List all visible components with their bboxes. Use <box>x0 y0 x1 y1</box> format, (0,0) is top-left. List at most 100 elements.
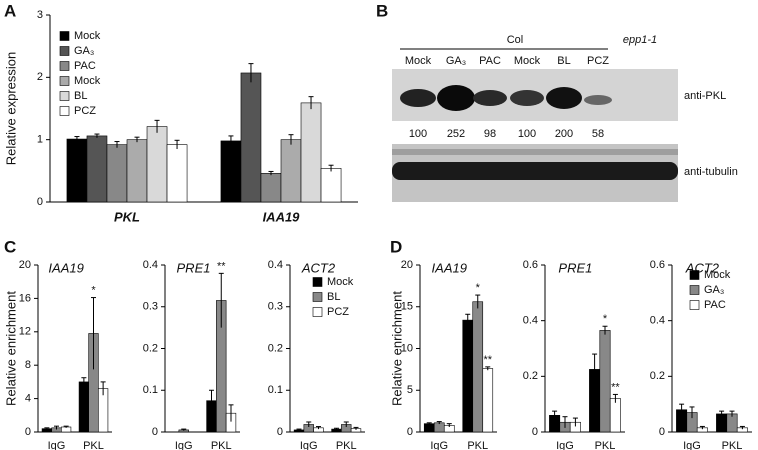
bar <box>423 423 435 433</box>
x-tick-label: PKL <box>595 440 616 450</box>
bar <box>482 368 494 433</box>
legend-swatch <box>59 106 70 116</box>
legend-swatch <box>312 307 323 317</box>
legend-label: GA₃ <box>704 284 724 296</box>
y-tick-label: 4 <box>25 393 31 405</box>
subplot-title: PRE1 <box>177 260 211 275</box>
x-tick-label: PKL <box>722 440 743 450</box>
y-axis-label: Relative enrichment <box>389 291 404 406</box>
x-tick-label: IgG <box>48 440 66 450</box>
significance: * <box>603 313 608 325</box>
bar <box>599 330 611 433</box>
legend-label: BL <box>74 90 87 102</box>
quantity: 252 <box>447 128 465 140</box>
panel-label: B <box>376 1 388 20</box>
lane-label: PAC <box>479 55 501 67</box>
y-tick-label: 1 <box>37 134 43 146</box>
y-tick-label: 0.6 <box>650 259 665 271</box>
bar <box>166 144 188 203</box>
y-tick-label: 0.3 <box>143 301 158 313</box>
lane-label: PCZ <box>587 55 609 67</box>
x-tick-label: PKL <box>336 440 357 450</box>
mutant-label: epp1-1 <box>623 34 657 46</box>
legend-swatch <box>312 292 323 302</box>
y-tick-label: 0.3 <box>268 301 283 313</box>
quantity: 100 <box>518 128 536 140</box>
bar <box>300 102 322 203</box>
bar <box>220 140 242 203</box>
y-tick-label: 0.2 <box>143 342 158 354</box>
legend-swatch <box>59 46 70 56</box>
y-tick-label: 0 <box>277 426 283 438</box>
legend-swatch <box>59 76 70 86</box>
x-tick-label: PKL <box>211 440 232 450</box>
y-axis-label: Relative enrichment <box>3 291 18 406</box>
lane-label: BL <box>557 55 570 67</box>
bar <box>280 139 302 203</box>
x-tick-label: PKL <box>467 440 488 450</box>
y-tick-label: 16 <box>19 292 31 304</box>
y-axis-label: Relative expression <box>3 52 18 165</box>
legend-swatch <box>59 61 70 71</box>
y-tick-label: 8 <box>25 359 31 371</box>
legend-swatch <box>689 270 700 280</box>
y-tick-label: 12 <box>19 326 31 338</box>
band <box>400 89 436 107</box>
x-tick-label: IgG <box>683 440 701 450</box>
y-tick-label: 10 <box>401 342 413 354</box>
y-tick-label: 0.1 <box>143 384 158 396</box>
significance: * <box>476 282 481 294</box>
x-tick-label: PKL <box>114 209 140 224</box>
bar <box>106 144 128 203</box>
y-tick-label: 0 <box>532 426 538 438</box>
legend-label: PCZ <box>327 306 349 318</box>
quantity: 200 <box>555 128 573 140</box>
significance: * <box>91 284 96 296</box>
legend-swatch <box>689 300 700 310</box>
band <box>584 95 612 105</box>
antibody-label: anti-tubulin <box>684 166 738 178</box>
quantity: 100 <box>409 128 427 140</box>
quantity: 58 <box>592 128 604 140</box>
significance: ** <box>483 354 492 366</box>
y-tick-label: 15 <box>401 301 413 313</box>
bar <box>240 72 262 203</box>
bar <box>433 422 445 433</box>
y-tick-label: 0 <box>25 426 31 438</box>
y-tick-label: 0.4 <box>650 315 665 327</box>
y-tick-label: 0 <box>37 196 43 208</box>
bar <box>462 319 474 433</box>
x-tick-label: PKL <box>83 440 104 450</box>
quantity: 98 <box>484 128 496 140</box>
y-tick-label: 5 <box>407 384 413 396</box>
band <box>392 149 678 155</box>
y-tick-label: 0.6 <box>523 259 538 271</box>
bar <box>609 398 621 433</box>
legend-label: Mock <box>704 269 731 281</box>
band <box>473 90 507 106</box>
subplot-title: IAA19 <box>432 260 467 275</box>
y-tick-label: 0.2 <box>523 370 538 382</box>
y-tick-label: 20 <box>401 259 413 271</box>
legend-label: Mock <box>74 75 101 87</box>
legend-label: Mock <box>74 30 101 42</box>
western-blot: Col epp1-1 Mock GA₃ PAC Mock BL PCZ anti… <box>392 34 738 202</box>
panel-label: D <box>390 237 402 256</box>
legend-label: PAC <box>704 299 726 311</box>
significance: ** <box>217 260 226 272</box>
band <box>510 90 544 106</box>
y-tick-label: 0.2 <box>268 342 283 354</box>
significance: ** <box>611 381 620 393</box>
x-tick-label: IAA19 <box>263 209 301 224</box>
legend-label: GA₃ <box>74 45 94 57</box>
x-tick-label: IgG <box>300 440 318 450</box>
bar <box>260 173 282 203</box>
antibody-label: anti-PKL <box>684 90 726 102</box>
y-tick-label: 0 <box>659 426 665 438</box>
subplot-title: PRE1 <box>558 260 592 275</box>
y-tick-label: 2 <box>37 71 43 83</box>
y-tick-label: 0.4 <box>143 259 158 271</box>
group-label: Col <box>507 34 524 46</box>
x-tick-label: IgG <box>430 440 448 450</box>
